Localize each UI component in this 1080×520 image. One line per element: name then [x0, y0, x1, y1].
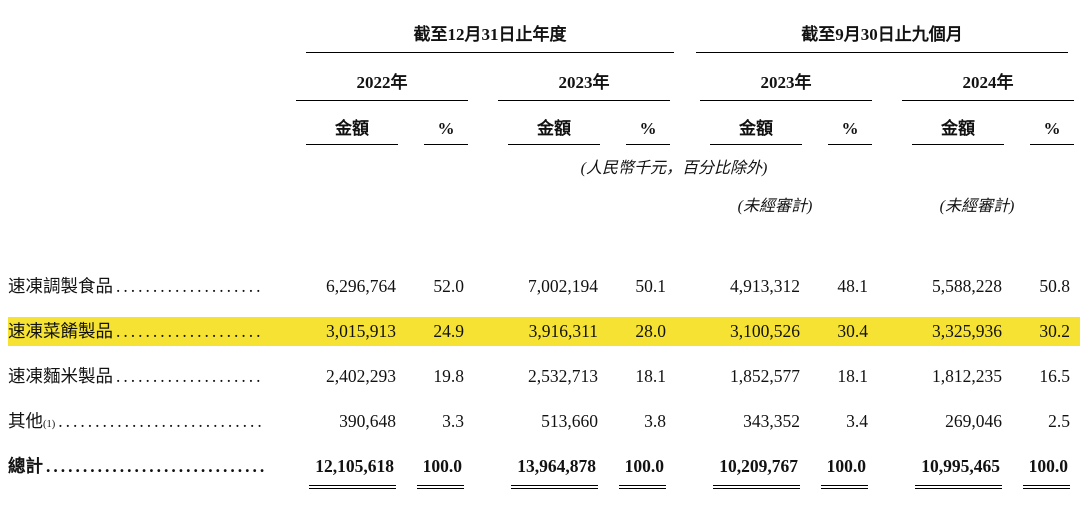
percent-cell: 100.0	[400, 452, 472, 489]
percent-cell: 100.0	[804, 452, 876, 489]
amount-cell: 10,995,465	[876, 452, 1006, 489]
row-label-cell: 速凍菜餚製品..................................…	[8, 317, 270, 346]
percent-header: %	[424, 119, 468, 145]
row-label-cell: 其他(1)...................................…	[8, 407, 270, 436]
table-row-others: 其他(1)...................................…	[8, 407, 1080, 436]
percent-cell: 48.1	[837, 276, 868, 296]
total-value: 12,105,618	[309, 452, 396, 489]
percent-header: %	[1030, 119, 1074, 145]
amount-cell: 10,209,767	[674, 452, 804, 489]
total-value: 10,209,767	[713, 452, 800, 489]
percent-cell: 50.1	[635, 276, 666, 296]
percent-cell: 30.4	[837, 321, 868, 341]
total-value: 10,995,465	[915, 452, 1002, 489]
amount-cell: 3,100,526	[730, 321, 800, 341]
row-label: 速凍麵米製品	[8, 366, 113, 386]
row-label: 速凍調製食品	[8, 276, 113, 296]
table-row-frozen-prepared-food: 速凍調製食品..................................…	[8, 272, 1080, 301]
leader-dots: ........................................…	[116, 321, 264, 341]
amount-cell: 1,852,577	[730, 366, 800, 386]
amount-cell: 4,913,312	[730, 276, 800, 296]
row-label: 總計	[8, 456, 43, 476]
amount-header: 金額	[306, 114, 398, 145]
percent-cell: 52.0	[433, 276, 464, 296]
row-label: 其他	[8, 411, 43, 431]
amount-cell: 7,002,194	[528, 276, 598, 296]
amount-header: 金額	[710, 114, 802, 145]
percent-cell: 30.2	[1039, 321, 1070, 341]
total-value: 100.0	[1022, 452, 1070, 489]
amount-cell: 343,352	[743, 411, 800, 431]
amount-cell: 5,588,228	[932, 276, 1002, 296]
year-header-2023: 2023年	[498, 68, 670, 101]
unaudited-note: (未經審計)	[939, 198, 1015, 215]
percent-cell: 100.0	[602, 452, 674, 489]
leader-dots: ........................................…	[46, 456, 264, 476]
currency-note-row: (人民幣千元，百分比除外)	[8, 154, 1080, 178]
row-label: 速凍菜餚製品	[8, 321, 113, 341]
total-value: 100.0	[618, 452, 666, 489]
amount-cell: 12,105,618	[270, 452, 400, 489]
table-row-frozen-dishes: 速凍菜餚製品..................................…	[8, 317, 1080, 346]
total-value: 100.0	[416, 452, 464, 489]
percent-header: %	[626, 119, 670, 145]
percent-cell: 3.4	[846, 411, 868, 431]
group-header-row: 截至12月31日止年度 截至9月30日止九個月	[8, 20, 1080, 53]
year-header-2023-9m: 2023年	[700, 68, 872, 101]
table-row-frozen-noodle-rice: 速凍麵米製品..................................…	[8, 362, 1080, 391]
percent-cell: 19.8	[433, 366, 464, 386]
amount-cell: 2,532,713	[528, 366, 598, 386]
table-row-total: 總計......................................…	[8, 452, 1080, 489]
table-body: 速凍調製食品..................................…	[8, 272, 1080, 489]
amount-header: 金額	[508, 114, 600, 145]
total-value: 100.0	[820, 452, 868, 489]
amount-cell: 3,916,311	[528, 321, 598, 341]
amount-cell: 1,812,235	[932, 366, 1002, 386]
amount-cell: 6,296,764	[326, 276, 396, 296]
row-label-cell: 速凍麵米製品..................................…	[8, 362, 270, 391]
leader-dots: ........................................…	[58, 411, 264, 431]
currency-note: (人民幣千元，百分比除外)	[580, 160, 768, 177]
percent-cell: 100.0	[1006, 452, 1078, 489]
percent-cell: 16.5	[1039, 366, 1070, 386]
year-header-2024: 2024年	[902, 68, 1074, 101]
amount-cell: 269,046	[945, 411, 1002, 431]
year-header-2022: 2022年	[296, 68, 468, 101]
col-group-annual-header: 截至12月31日止年度	[306, 20, 674, 53]
percent-cell: 28.0	[635, 321, 666, 341]
amount-cell: 390,648	[339, 411, 396, 431]
unaudited-note-row: (未經審計) (未經審計)	[8, 192, 1080, 216]
leader-dots: ........................................…	[116, 366, 264, 386]
amount-cell: 3,015,913	[326, 321, 396, 341]
amount-header: 金額	[912, 114, 1004, 145]
leader-dots: ........................................…	[116, 276, 264, 296]
percent-cell: 18.1	[837, 366, 868, 386]
col-group-interim-header: 截至9月30日止九個月	[696, 20, 1068, 53]
amount-cell: 13,964,878	[472, 452, 602, 489]
percent-cell: 3.3	[442, 411, 464, 431]
percent-cell: 18.1	[635, 366, 666, 386]
amount-cell: 3,325,936	[932, 321, 1002, 341]
amount-cell: 513,660	[541, 411, 598, 431]
sub-header-row: 金額 % 金額 % 金額 % 金額 %	[8, 114, 1080, 145]
row-label-cell: 速凍調製食品..................................…	[8, 272, 270, 301]
unaudited-note: (未經審計)	[737, 198, 813, 215]
total-value: 13,964,878	[511, 452, 598, 489]
row-label-cell: 總計......................................…	[8, 452, 270, 481]
percent-header: %	[828, 119, 872, 145]
percent-cell: 50.8	[1039, 276, 1070, 296]
percent-cell: 3.8	[644, 411, 666, 431]
percent-cell: 24.9	[433, 321, 464, 341]
percent-cell: 2.5	[1048, 411, 1070, 431]
year-header-row: 2022年 2023年 2023年 2024年	[8, 68, 1080, 101]
amount-cell: 2,402,293	[326, 366, 396, 386]
